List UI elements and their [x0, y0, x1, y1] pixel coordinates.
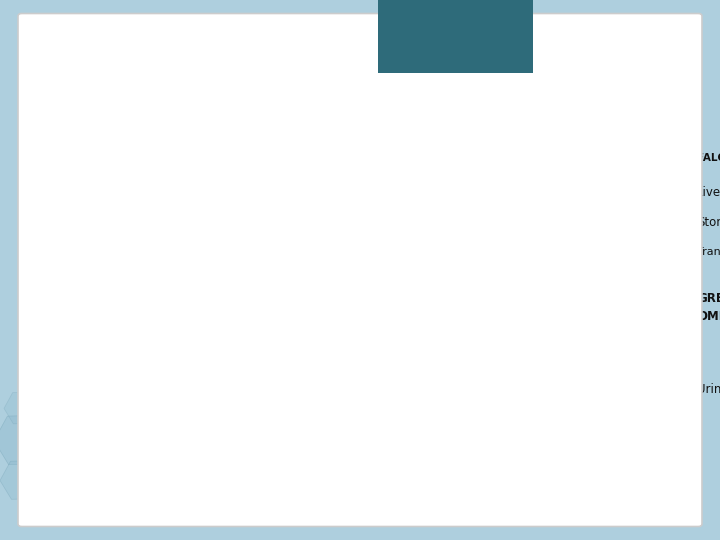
Text: Attaches liver to: Attaches liver to: [68, 178, 296, 206]
Ellipse shape: [440, 465, 505, 502]
Text: OMENTUM: OMENTUM: [697, 309, 720, 322]
Polygon shape: [405, 214, 565, 318]
Polygon shape: [374, 198, 585, 497]
Polygon shape: [348, 168, 612, 502]
Text: diaphragm.: diaphragm.: [68, 248, 228, 276]
Text: Anterior view: Anterior view: [401, 468, 495, 481]
Polygon shape: [390, 284, 449, 364]
Text: © 2006 John Wiley & Sons: © 2006 John Wiley & Sons: [402, 494, 495, 501]
Ellipse shape: [360, 66, 600, 193]
Text: Liver: Liver: [697, 186, 720, 199]
Polygon shape: [390, 284, 573, 497]
Text: Figure 24-4b Principles of Anatomy and Physiology, 11/e: Figure 24-4b Principles of Anatomy and P…: [349, 484, 546, 490]
Text: GREATER: GREATER: [697, 292, 720, 305]
Text: abdominal wall and: abdominal wall and: [68, 213, 340, 241]
Text: Urinary bladder: Urinary bladder: [697, 383, 720, 396]
Text: Stomach: Stomach: [697, 215, 720, 228]
Text: ✆: ✆: [28, 175, 56, 208]
Text: Transverse colon: Transverse colon: [697, 247, 720, 257]
Text: Falciform Ligament: Falciform Ligament: [28, 52, 420, 86]
Text: FALCIFORM LIGAMENT: FALCIFORM LIGAMENT: [697, 153, 720, 163]
